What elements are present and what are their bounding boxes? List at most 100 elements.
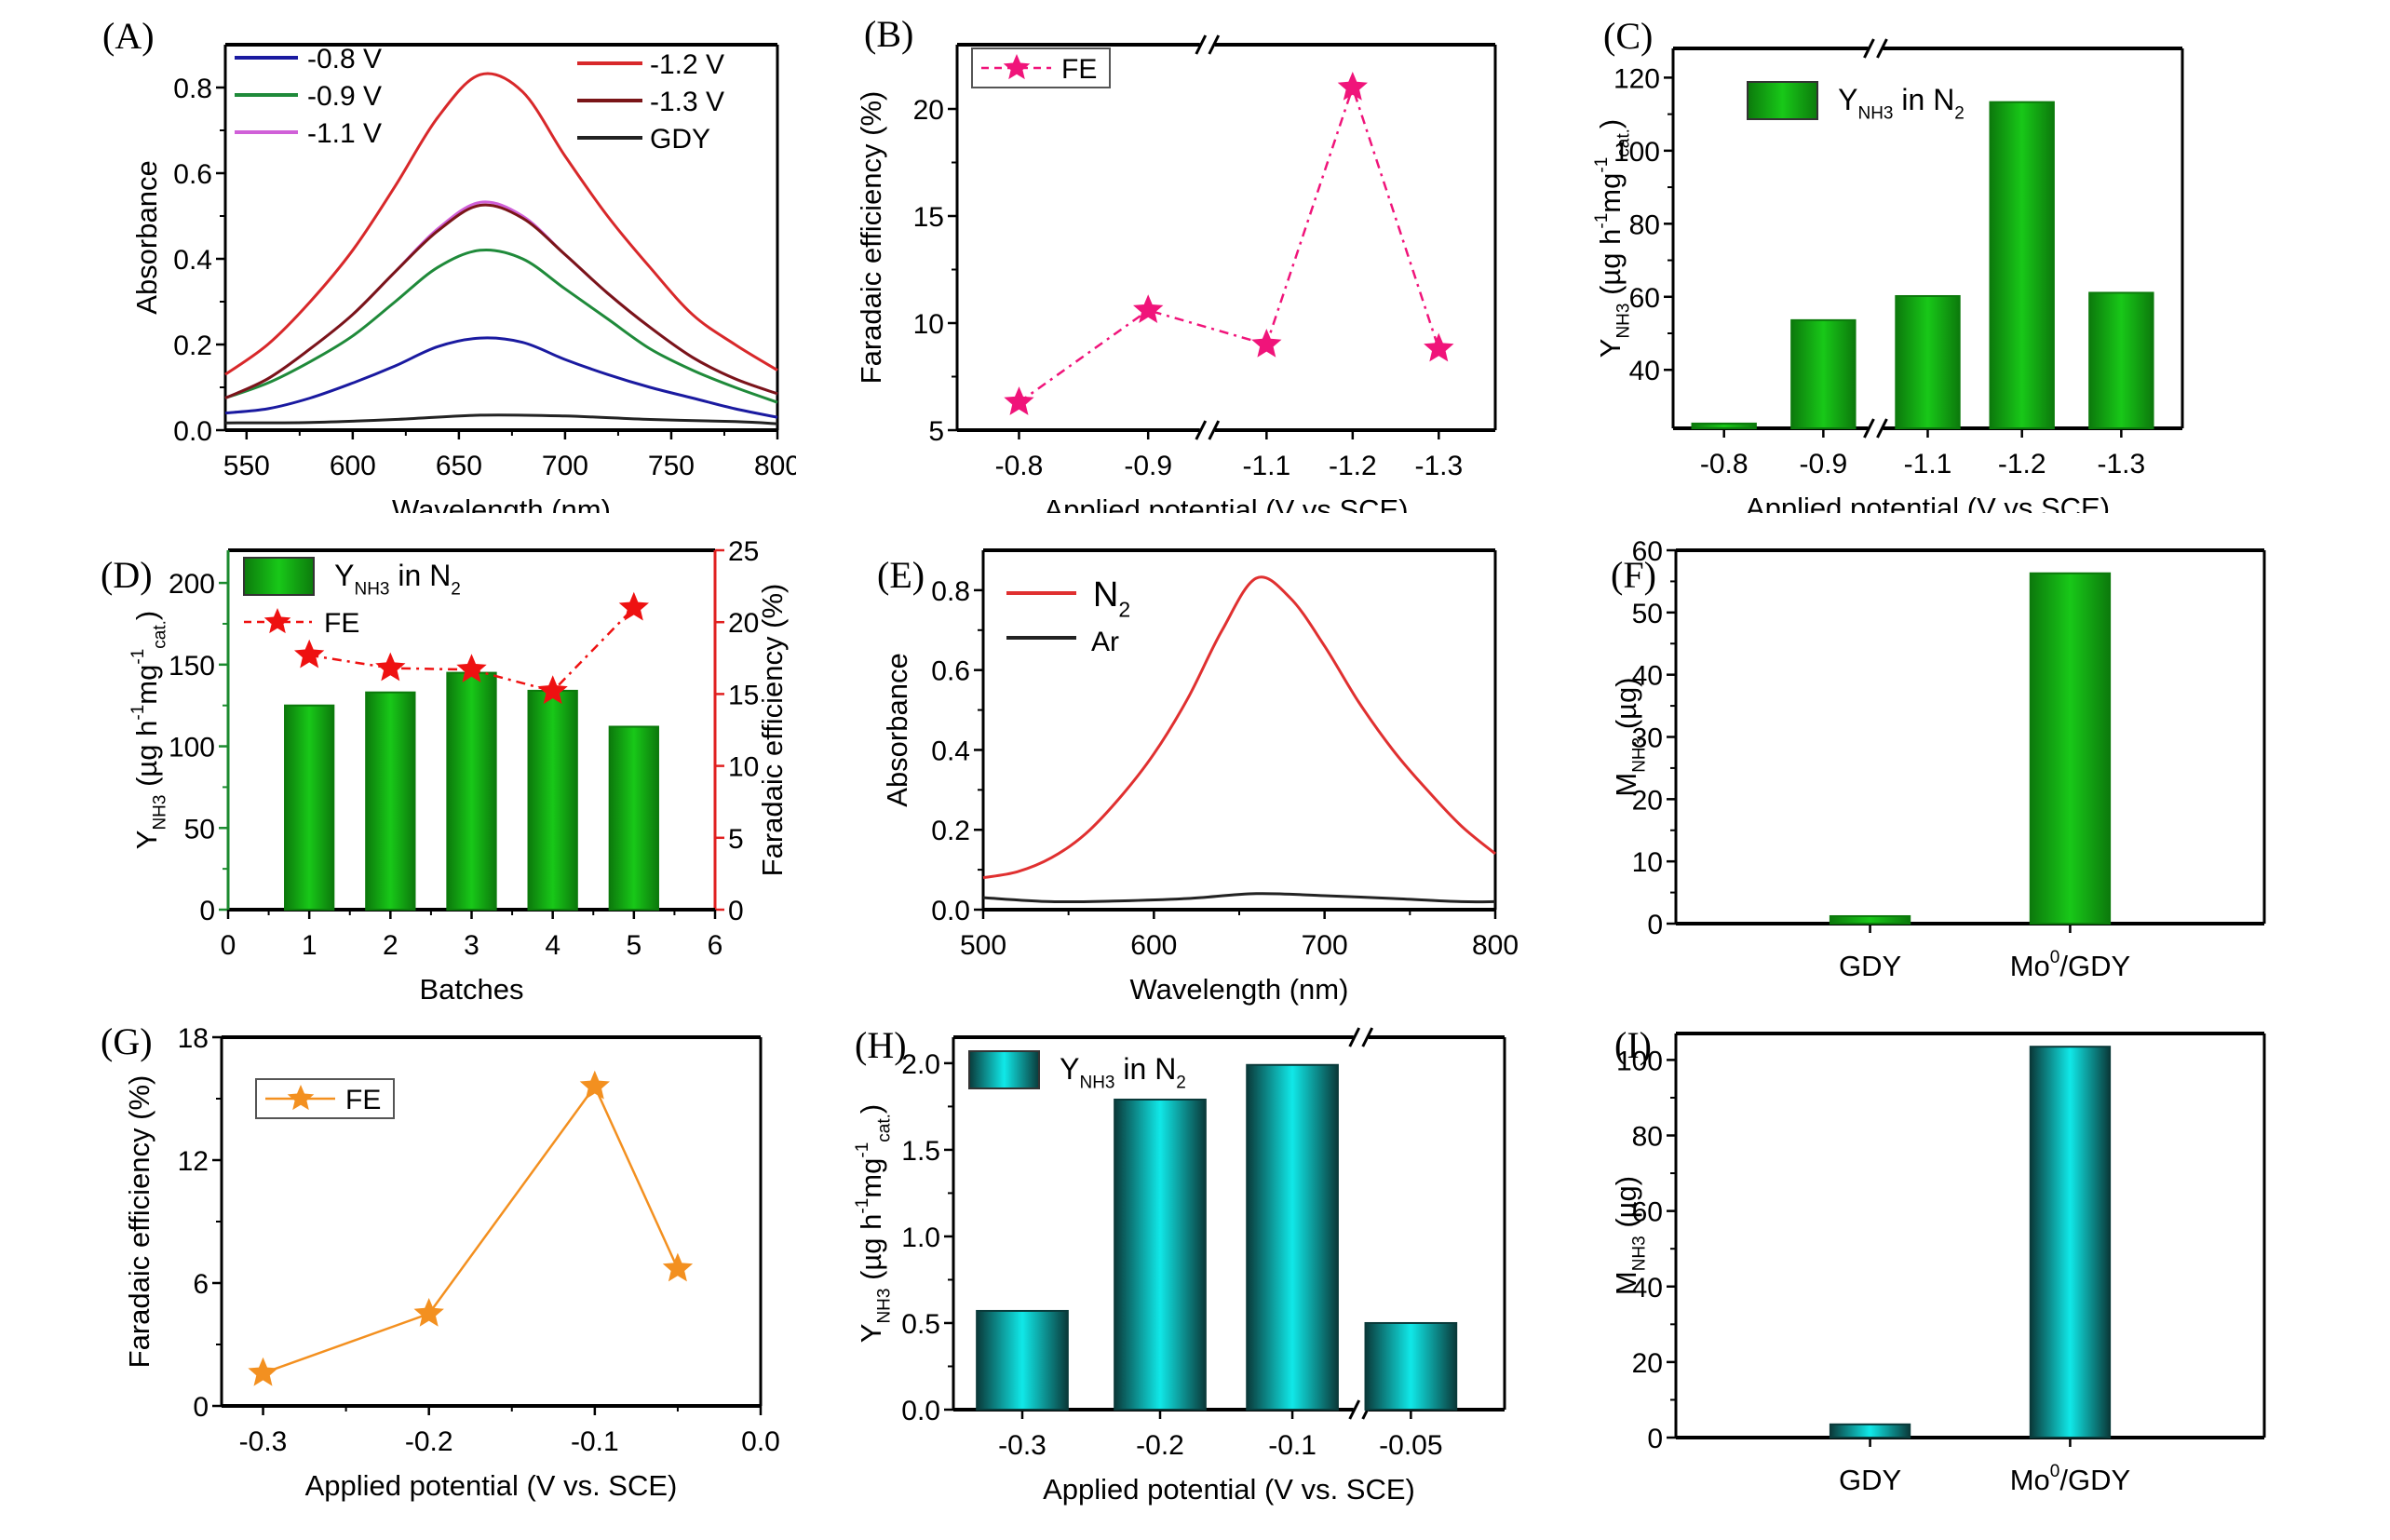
legend-swatch xyxy=(1747,81,1818,120)
label-sub2: 3 xyxy=(874,1289,894,1299)
y-tick-label: 0.6 xyxy=(173,159,212,190)
y-tick-label: 200 xyxy=(169,569,215,600)
bar xyxy=(976,1309,1069,1411)
y2-axis-label: Faradaic efficiency (%) xyxy=(756,584,789,877)
y2-tick-label: 0 xyxy=(728,896,744,926)
bar xyxy=(1691,422,1757,429)
legend-label: YNH3 in N2 xyxy=(334,559,461,600)
label-sub3: cat. xyxy=(150,620,169,649)
series-line xyxy=(224,203,778,399)
label-end: ) xyxy=(130,611,163,620)
x-tick-label: 600 xyxy=(1130,930,1177,961)
label-sub2: 3 xyxy=(380,580,390,600)
axis-break-mark xyxy=(1208,34,1221,55)
axis-break-mark xyxy=(1195,420,1208,440)
x-tick-label: 0.0 xyxy=(741,1426,780,1457)
panel-label: (G) xyxy=(101,1026,153,1062)
label-sub: NH xyxy=(354,580,379,600)
label-sup2: -1 xyxy=(128,649,148,665)
x-tick-label: -0.1 xyxy=(1268,1430,1317,1461)
label-rest: (µg) xyxy=(1610,677,1642,736)
label-rest: (µg h xyxy=(855,1214,887,1289)
x-axis-label: Applied potential (V vs. SCE) xyxy=(1043,1473,1415,1506)
axis-break-mark xyxy=(1348,1027,1361,1047)
axis-break-mark xyxy=(1876,38,1888,59)
x-axis-label: Wavelength (nm) xyxy=(1130,973,1349,1006)
legend-label: -0.9 V xyxy=(307,81,382,112)
x-category-label: GDY xyxy=(1839,1464,1901,1496)
legend-label: -1.2 V xyxy=(650,49,724,80)
label-sub2: 3 xyxy=(1629,1236,1649,1246)
y-tick-label: 10 xyxy=(1632,847,1663,878)
legend-label: GDY xyxy=(650,124,710,155)
series-line xyxy=(224,413,778,426)
y-tick-label: 1.0 xyxy=(901,1223,940,1253)
panel-label: (H) xyxy=(855,1026,907,1066)
panel-a-absorbance-potentials: (A) 0.0 0.2 0.4 0.6 0.8 550 600 650 700 750 800 Wave… xyxy=(0,0,796,513)
legend-label: FE xyxy=(1061,54,1097,85)
x-tick-label: -0.9 xyxy=(1800,449,1848,480)
x-tick-label: 750 xyxy=(648,451,695,481)
chart-b: (B) 5 10 15 20 -0.8 -0.9 -1.1 -1.2 -1.3 Applied po… xyxy=(855,13,1497,513)
panel-g-fe-vs-potential: (G) 0 6 12 18 -0.3 -0.2 -0.1 0.0 Applied potentia… xyxy=(0,1026,796,1539)
axis-break-mark xyxy=(1863,418,1875,439)
label-sub2: 3 xyxy=(1614,304,1633,314)
bar xyxy=(2029,572,2112,925)
legend: -0.8 V -0.9 V -1.1 V -1.2 V -1.3 V GDY xyxy=(235,44,724,155)
y-tick-label: 0 xyxy=(199,896,215,926)
y-axis-label: Faradaic efficiency (%) xyxy=(855,91,887,385)
label-rest: (µg) xyxy=(1610,1176,1642,1236)
panel-c-yield-vs-potential: (C) 40 60 80 100 120 -0.8 -0.9 -1.1 -1.2 -1.3 Appli… xyxy=(1594,0,2390,513)
bar xyxy=(1364,1321,1458,1411)
x-tick-label: -0.2 xyxy=(1136,1430,1184,1461)
x-category-label: Mo0/GDY xyxy=(2010,1462,2130,1496)
chart-a: (A) 0.0 0.2 0.4 0.6 0.8 550 600 650 700 750 800 Wave… xyxy=(102,15,796,513)
x-axis-label: Applied potential (V vs SCE) xyxy=(1746,492,2110,513)
legend: FE xyxy=(971,47,1111,88)
y-tick-label: 50 xyxy=(1632,599,1663,629)
y-tick-label: 1.5 xyxy=(901,1136,940,1167)
data-point-star xyxy=(1337,72,1368,101)
label-mid: mg xyxy=(130,665,163,705)
y-tick-label: 80 xyxy=(1632,1122,1663,1153)
series-line xyxy=(224,200,778,399)
label-sup2: -1 xyxy=(853,1142,872,1158)
x-tick-label: 6 xyxy=(708,930,723,961)
legend-label: YNH3 in N2 xyxy=(1838,83,1965,124)
label-main: M xyxy=(1610,773,1642,797)
label-sub: NH xyxy=(1614,313,1633,338)
legend-label: -1.1 V xyxy=(307,118,382,149)
label-main: Y xyxy=(334,559,354,592)
x-axis-label: Applied potential (V vs. SCE) xyxy=(305,1469,678,1502)
label-sub: NH xyxy=(1857,104,1883,124)
series-line xyxy=(263,1084,680,1374)
panel-i-mass-cyan: (I) 0 20 40 60 80 100 GDY Mo0/GDY MNH3 (µg) xyxy=(1594,1026,2390,1539)
y-tick-label: 0.0 xyxy=(173,416,212,447)
y2-tick-label: 20 xyxy=(728,608,759,639)
label-rest: (µg h xyxy=(130,721,163,795)
y-tick-label: 0.0 xyxy=(901,1396,940,1426)
y-tick-label: 2.0 xyxy=(901,1049,940,1080)
y-tick-label: 0 xyxy=(193,1392,209,1423)
y-tick-label: 12 xyxy=(178,1146,209,1177)
y-tick-label: 0 xyxy=(1647,1424,1663,1454)
y-tick-label: 50 xyxy=(184,814,215,844)
y-tick-label: 100 xyxy=(169,733,215,763)
label-main: Y xyxy=(1838,83,1857,116)
label-main: M xyxy=(1610,1271,1642,1295)
x-tick-label: -0.3 xyxy=(239,1426,288,1457)
axis-break-mark xyxy=(1208,420,1221,440)
label-sub2: 3 xyxy=(150,795,169,805)
label-sub2: 3 xyxy=(1884,104,1894,124)
data-point-star xyxy=(579,1070,610,1100)
data-point-star xyxy=(1133,294,1164,323)
y-tick-label: 10 xyxy=(913,309,944,340)
y2-tick-label: 15 xyxy=(728,680,759,710)
data-point-star xyxy=(1424,332,1454,362)
bar xyxy=(2029,1046,2112,1439)
series-line xyxy=(982,575,1496,880)
legend-star-icon xyxy=(1003,54,1031,80)
label-main: GDY xyxy=(1839,950,1901,982)
y-tick-label: 20 xyxy=(1632,785,1663,816)
axis-break-mark xyxy=(1195,34,1208,55)
